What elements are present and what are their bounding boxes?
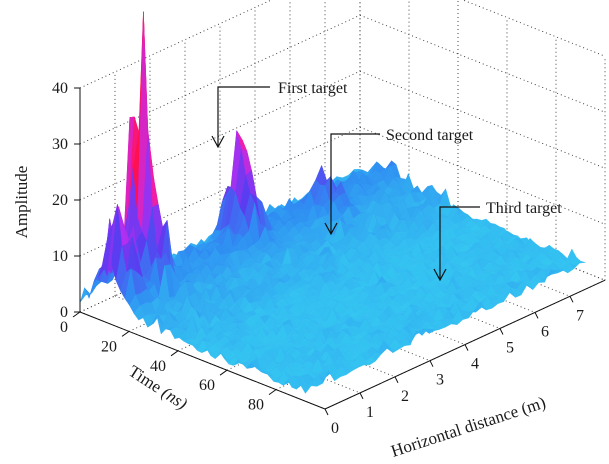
grid-line xyxy=(79,70,361,201)
y-axis-tick xyxy=(219,369,228,376)
y-axis-tick xyxy=(72,311,81,318)
x-tick-label: 5 xyxy=(506,340,514,357)
annotation-label: First target xyxy=(278,80,348,97)
x-axis-tick xyxy=(324,408,329,416)
x-axis-tick xyxy=(499,328,504,335)
grid-line xyxy=(79,14,361,145)
grid-line xyxy=(79,126,361,257)
x-axis-tick xyxy=(534,312,539,319)
x-tick-label: 4 xyxy=(471,356,479,373)
x-tick-label: 1 xyxy=(366,404,374,421)
axis-layer: 0 10 20 30 40 0 20 40 60 80 0 1 2 3 4 5 6 7 xyxy=(52,80,606,437)
z-tick-label: 0 xyxy=(60,304,68,321)
x-tick-label: 6 xyxy=(541,323,549,340)
y-axis-tick xyxy=(170,350,179,357)
x-tick-label: 3 xyxy=(436,372,444,389)
annotation-arrowhead xyxy=(211,135,225,149)
y-tick-label: 40 xyxy=(150,358,166,375)
annotation-leader xyxy=(217,86,270,147)
z-tick-label: 30 xyxy=(52,136,68,153)
z-tick-label: 10 xyxy=(52,248,68,265)
y-axis-tick xyxy=(121,330,130,337)
y-tick-label: 0 xyxy=(60,319,68,336)
y-axis-line xyxy=(79,311,326,410)
y-tick-label: 60 xyxy=(199,377,215,394)
x-axis-tick xyxy=(464,344,469,351)
target-annotation: First target xyxy=(211,80,348,149)
z-tick-label: 20 xyxy=(52,192,68,209)
target-annotation: Second target xyxy=(324,127,474,236)
x-tick-label: 2 xyxy=(401,388,409,405)
x-axis-tick xyxy=(359,392,364,400)
surface-cell xyxy=(300,385,312,394)
annotation-leader xyxy=(330,133,380,234)
y-axis-tick xyxy=(268,389,277,396)
target-annotation: Third target xyxy=(433,200,562,282)
x-axis-tick xyxy=(394,376,399,384)
z-tick-label: 40 xyxy=(52,80,68,97)
surface-layer xyxy=(79,11,586,394)
surface-cell xyxy=(90,278,102,295)
x-tick-label: 0 xyxy=(331,420,339,437)
y-tick-label: 80 xyxy=(248,397,264,414)
annotation-label: Third target xyxy=(486,200,562,217)
x-tick-label: 7 xyxy=(576,307,584,324)
y-tick-label: 20 xyxy=(101,338,117,355)
grid-line xyxy=(359,14,606,113)
annotation-label: Second target xyxy=(386,127,474,144)
z-axis-label: Amplitude xyxy=(12,166,31,239)
annotation-arrowhead xyxy=(433,268,447,282)
grid-line xyxy=(461,0,606,57)
annotation-layer: First target Second target Third target xyxy=(211,80,562,282)
x-axis-tick xyxy=(429,360,434,367)
grid-line xyxy=(359,70,606,169)
x-axis-tick xyxy=(569,296,574,303)
x-axis-label: Horizontal distance (m) xyxy=(389,393,548,461)
annotation-arrowhead xyxy=(324,222,338,236)
annotation-leader xyxy=(439,206,480,280)
